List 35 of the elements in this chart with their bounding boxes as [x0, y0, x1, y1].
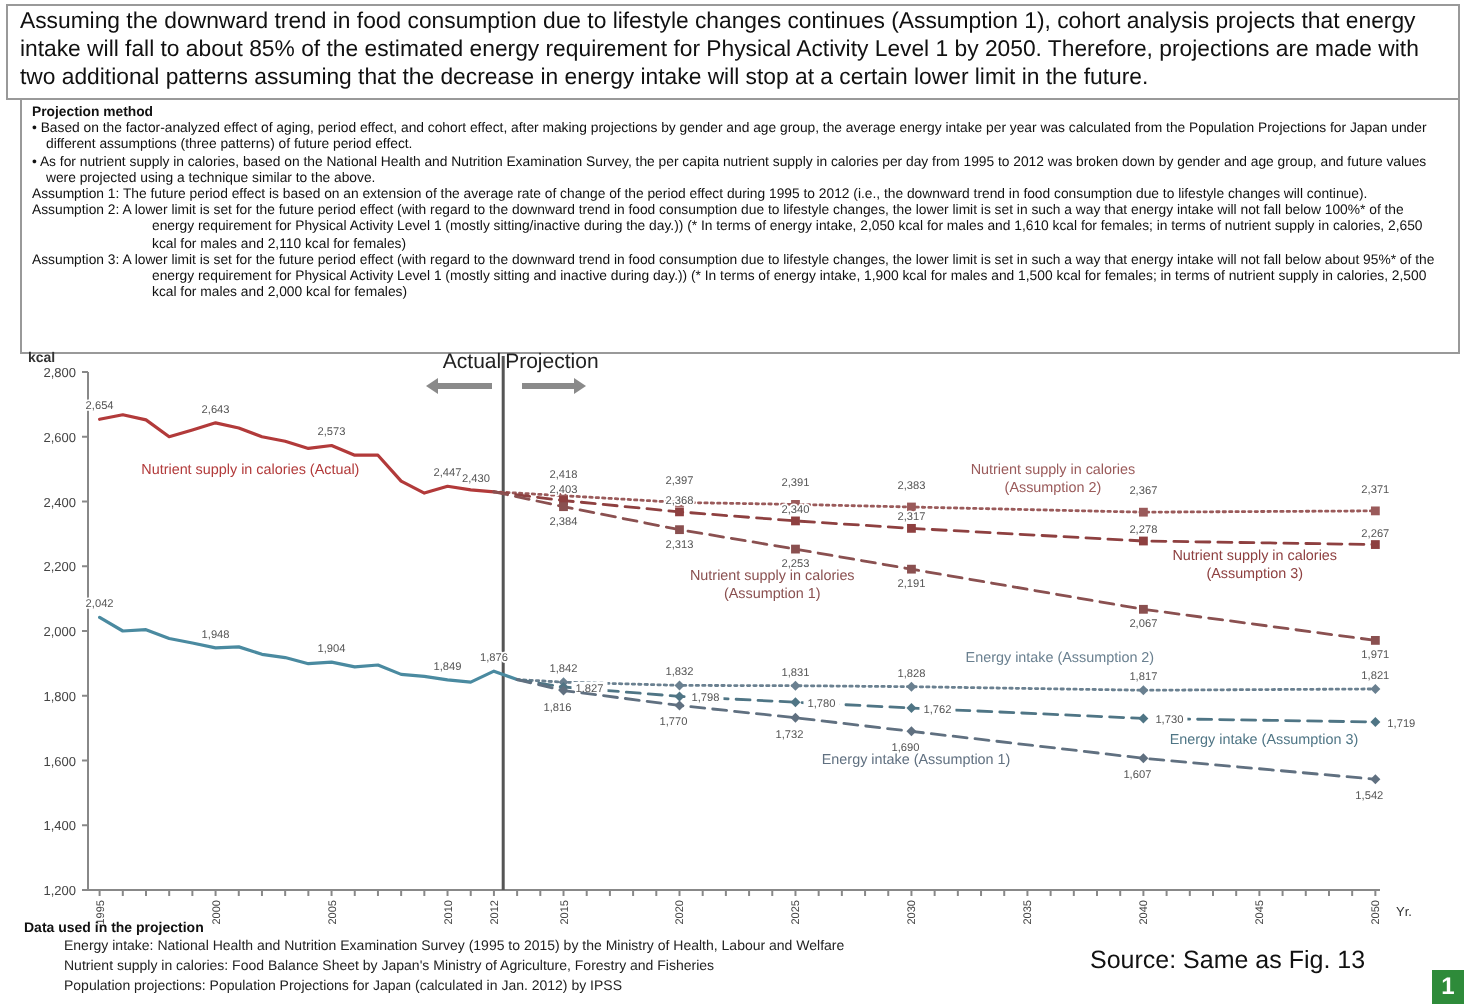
- point: [790, 712, 801, 723]
- point: [675, 525, 684, 535]
- point: [675, 507, 684, 517]
- point: [1370, 540, 1380, 549]
- point: [791, 516, 800, 526]
- point: [906, 703, 917, 714]
- point: [1370, 506, 1380, 516]
- line-series: [98, 615, 519, 684]
- point: [674, 700, 685, 711]
- point: [1370, 683, 1381, 694]
- annotation: Actual: [442, 350, 502, 374]
- point: [906, 726, 917, 737]
- chart-title: Assuming the downward trend in food consumption due to lifestyle changes continues (Assumption 1), cohort analysis projects that energy intake will fall to about 85% of the estimated energy requirement for Physical Activity Level 1 by 2050. Therefore, projections are made with two additional patterns assuming that the decrease in energy intake will stop at a certain lower limit in the future.: [6, 4, 1460, 100]
- point: [790, 680, 801, 691]
- point: [790, 697, 801, 708]
- point: [674, 680, 685, 691]
- point: [1370, 716, 1381, 727]
- point: [674, 691, 685, 702]
- line-series: [98, 413, 496, 495]
- point: [1370, 774, 1381, 785]
- point: [1139, 536, 1148, 546]
- source-note: Source: Same as Fig. 13: [1090, 946, 1366, 974]
- point: [559, 502, 568, 512]
- text: 1: [1432, 970, 1464, 1004]
- point: [1139, 604, 1148, 614]
- point: [907, 564, 916, 574]
- annotation: Projection: [505, 350, 599, 374]
- point: [1138, 753, 1149, 764]
- point: [1139, 507, 1148, 517]
- point: [1138, 713, 1149, 724]
- point: [791, 544, 800, 554]
- point: [1138, 685, 1149, 696]
- point: [1370, 635, 1380, 645]
- point: [906, 681, 917, 692]
- point: [907, 523, 916, 533]
